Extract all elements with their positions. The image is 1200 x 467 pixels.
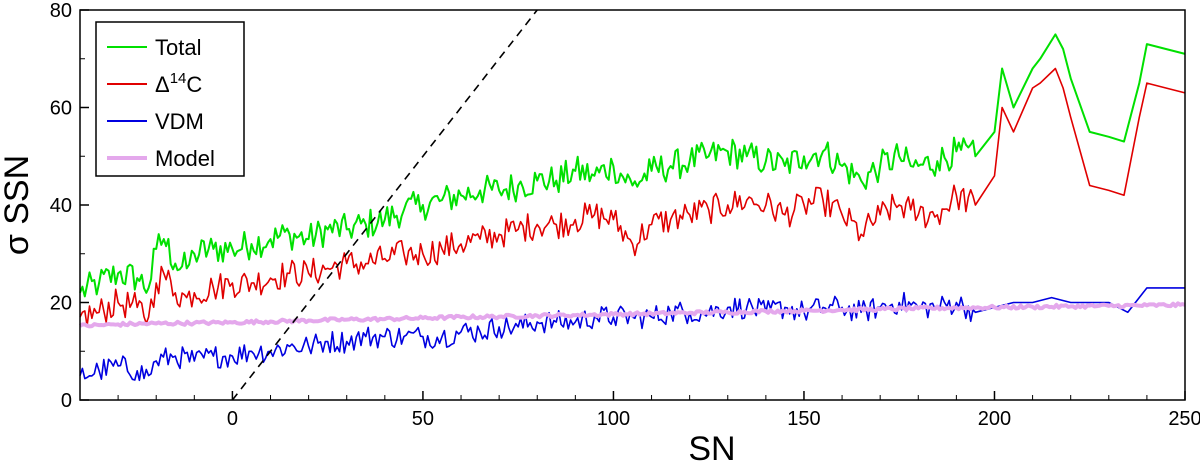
legend-label-d14c-tail: C [186, 72, 202, 97]
legend-label-d14c-sup: 14 [170, 70, 187, 87]
y-tick-label: 60 [50, 98, 72, 120]
y-tick-label: 80 [50, 0, 72, 22]
series-line-reference-dashed [231, 9, 538, 401]
x-tick-label: 200 [978, 408, 1011, 430]
plot-background [80, 10, 1185, 400]
x-axis-title: SN [688, 430, 735, 467]
legend-label-d14c: Δ14C [155, 70, 202, 97]
x-tick-label: 250 [1168, 408, 1200, 430]
legend: Total Δ14C VDM Model [95, 21, 245, 177]
series-line-total [79, 33, 1186, 298]
legend-label-model: Model [155, 146, 215, 171]
legend-label-vdm: VDM [155, 109, 204, 134]
y-tick-label: 40 [50, 195, 72, 217]
x-tick-label: 150 [787, 408, 820, 430]
series-line-model [78, 301, 1186, 329]
legend-label-total: Total [155, 35, 201, 60]
series-line-14c [79, 67, 1186, 327]
x-tick-label: 50 [412, 408, 434, 430]
y-tick-label: 0 [61, 390, 72, 412]
series-layer [78, 9, 1186, 401]
x-tick-label: 0 [227, 408, 238, 430]
x-tick-label: 100 [597, 408, 630, 430]
ticks-layer: 0 50 100 150 200 250 0 20 40 60 80 [50, 0, 1200, 430]
y-tick-label: 20 [50, 293, 72, 315]
y-axis-title: σ SSN [0, 155, 36, 255]
